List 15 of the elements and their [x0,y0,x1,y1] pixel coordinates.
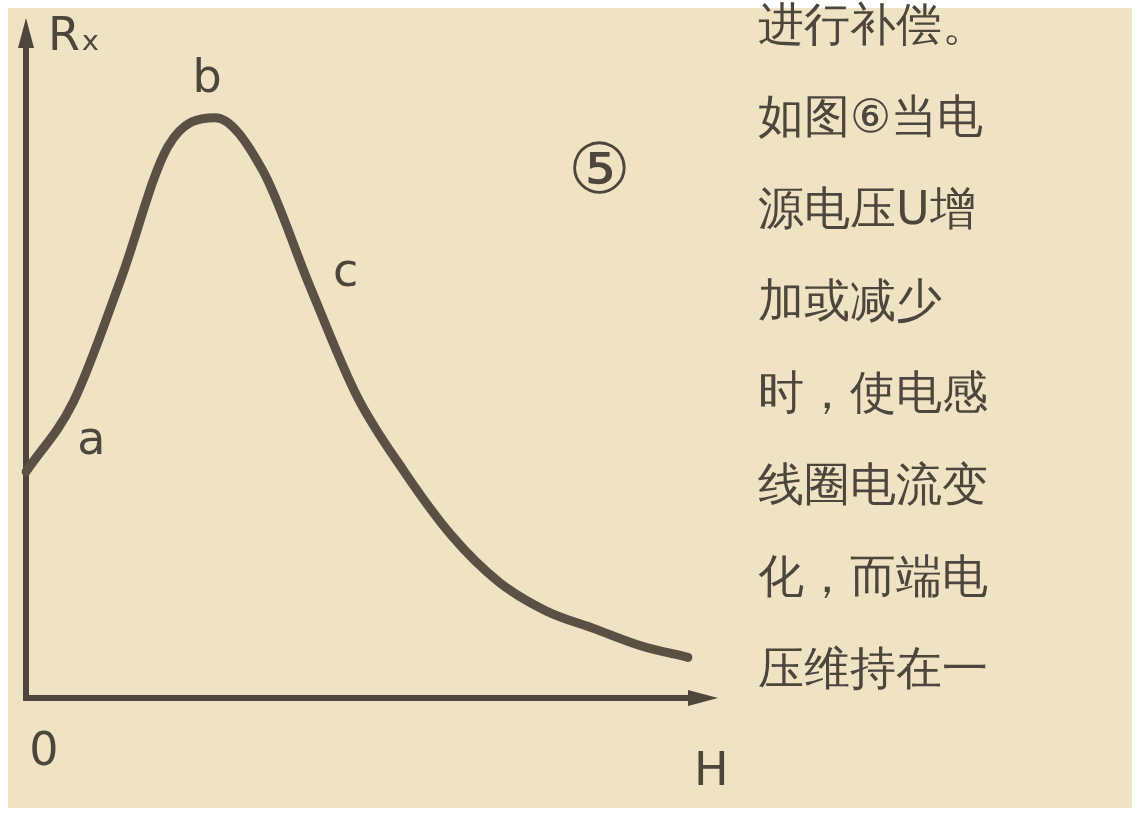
text: 进行补偿。 [758,0,988,53]
text: 压维持在一 [758,640,988,697]
text: 如图⑥当电 [758,88,985,145]
annotation: c [333,242,359,297]
text: 0 [29,721,59,776]
text: b [192,48,222,103]
annotation: ⑤ [568,128,631,210]
y-axis-title: Rₓ [48,6,101,61]
text: 化，而端电 [758,548,988,605]
x-axis-title: H [694,741,729,796]
annotation: a [77,410,106,465]
text: 加或减少 [758,272,943,329]
text: 线圈电流变 [758,456,988,513]
text: 时，使电感 [758,364,988,421]
text: 源电压U增 [758,180,977,237]
